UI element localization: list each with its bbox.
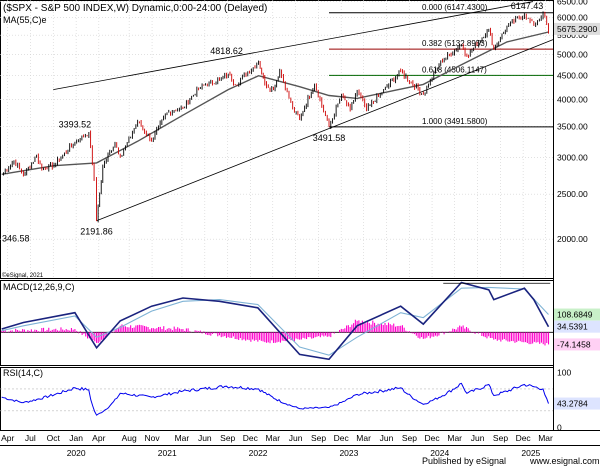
ma-legend: MA(55,C)e	[3, 15, 47, 25]
price-annotation: 4818.62	[210, 46, 243, 56]
macd-value-box	[554, 308, 600, 321]
x-tick-label: Jun	[198, 433, 212, 443]
price-annotation: 2191.86	[80, 227, 113, 237]
macd-signal-line	[1, 286, 549, 356]
macd-value-box	[554, 320, 600, 333]
rsi-line	[1, 382, 549, 416]
x-tick-label: Sep	[402, 433, 417, 443]
rsi-title: RSI(14,C)	[3, 368, 43, 378]
year-label: 2020	[67, 448, 86, 458]
macd-line	[1, 281, 550, 361]
x-tick-label: Dec	[424, 433, 440, 443]
y-tick-label: 2500.00	[557, 189, 588, 199]
x-tick-label: Jun	[380, 433, 394, 443]
x-tick-label: Jan	[69, 433, 83, 443]
last-price-box	[554, 22, 600, 35]
year-label: 2024	[430, 448, 449, 458]
x-tick-label: Mar	[356, 433, 371, 443]
macd-title: MACD(12,26,9,C)	[3, 282, 75, 292]
macd-value-label: -74.1458	[557, 339, 591, 349]
x-tick-label: Mar	[538, 433, 553, 443]
price-annotation: 6147.43	[511, 1, 544, 11]
year-label: 2025	[521, 448, 540, 458]
y-tick-label: 4500.00	[557, 71, 588, 81]
x-tick-label: Sep	[493, 433, 508, 443]
price-annotation: 3393.52	[59, 120, 92, 130]
x-tick-label: Dec	[516, 433, 532, 443]
ma-line	[1, 31, 549, 175]
fib-level-label: 1.000 (3491.5800)	[422, 117, 488, 126]
y-tick-label: 6000.00	[557, 13, 588, 23]
y-tick-label: 2000.00	[557, 234, 588, 244]
x-tick-label: Dec	[243, 433, 259, 443]
fib-level-label: 0.382 (5132.8953)	[422, 39, 488, 48]
macd-panel	[0, 281, 553, 361]
fib-level-label: 0.618 (4506.1147)	[422, 65, 487, 74]
rsi-value-label: 43.2784	[557, 399, 588, 409]
last-price-label: 5675.2900	[557, 24, 597, 34]
macd-value-box	[554, 338, 600, 351]
x-tick-label: Aug	[122, 433, 137, 443]
y-tick-label: 5000.00	[557, 49, 588, 59]
macd-panel-frame	[0, 280, 554, 366]
x-tick-label: Jun	[471, 433, 485, 443]
rsi-tick-label: 0	[557, 422, 562, 432]
x-tick-label: Mar	[447, 433, 462, 443]
x-tick-label: Sep	[220, 433, 235, 443]
x-tick-label: Sep	[311, 433, 326, 443]
channel-line	[96, 39, 554, 222]
x-tick-label: Mar	[175, 433, 190, 443]
year-label: 2021	[158, 448, 177, 458]
rsi-panel-frame	[0, 367, 554, 431]
x-tick-label: Jun	[289, 433, 303, 443]
x-tick-label: Apr	[92, 433, 105, 443]
published-by: Published by eSignal	[422, 456, 506, 466]
macd-value-label: 34.5391	[557, 322, 588, 332]
website: www.esignal.com	[529, 456, 600, 466]
y-tick-label: 5500.00	[557, 30, 588, 40]
x-tick-label: Mar	[265, 433, 280, 443]
price-annotation: 3491.58	[313, 133, 346, 143]
fib-level-label: 0.000 (6147.4300)	[422, 3, 488, 12]
channel-line	[53, 1, 534, 90]
y-tick-label: 4000.00	[557, 94, 588, 104]
y-tick-label: 3000.00	[557, 152, 588, 162]
rsi-tick-label: 100	[557, 367, 571, 377]
price-panel: 0.000 (6147.4300) 0.382 (5132.8953) 0.618 …	[1, 1, 554, 243]
x-tick-label: Apr	[1, 433, 14, 443]
rsi-panel	[0, 382, 553, 416]
rsi-value-box	[554, 397, 600, 410]
x-tick-label: Dec	[334, 433, 350, 443]
y-tick-label: 6500.00	[557, 0, 588, 7]
macd-value-label: 108.6849	[557, 310, 593, 320]
y-tick-label: 3500.00	[557, 121, 588, 131]
x-tick-label: Jul	[25, 433, 36, 443]
price-annotation: 346.58	[2, 233, 30, 243]
year-label: 2023	[339, 448, 358, 458]
watermark: ©eSignal, 2021	[2, 272, 44, 279]
x-tick-label: Oct	[47, 433, 61, 443]
year-label: 2022	[249, 448, 268, 458]
chart-title: ($SPX - S&P 500 INDEX,W) Dynamic,0:00-24…	[3, 3, 267, 14]
x-tick-label: Nov	[145, 433, 161, 443]
